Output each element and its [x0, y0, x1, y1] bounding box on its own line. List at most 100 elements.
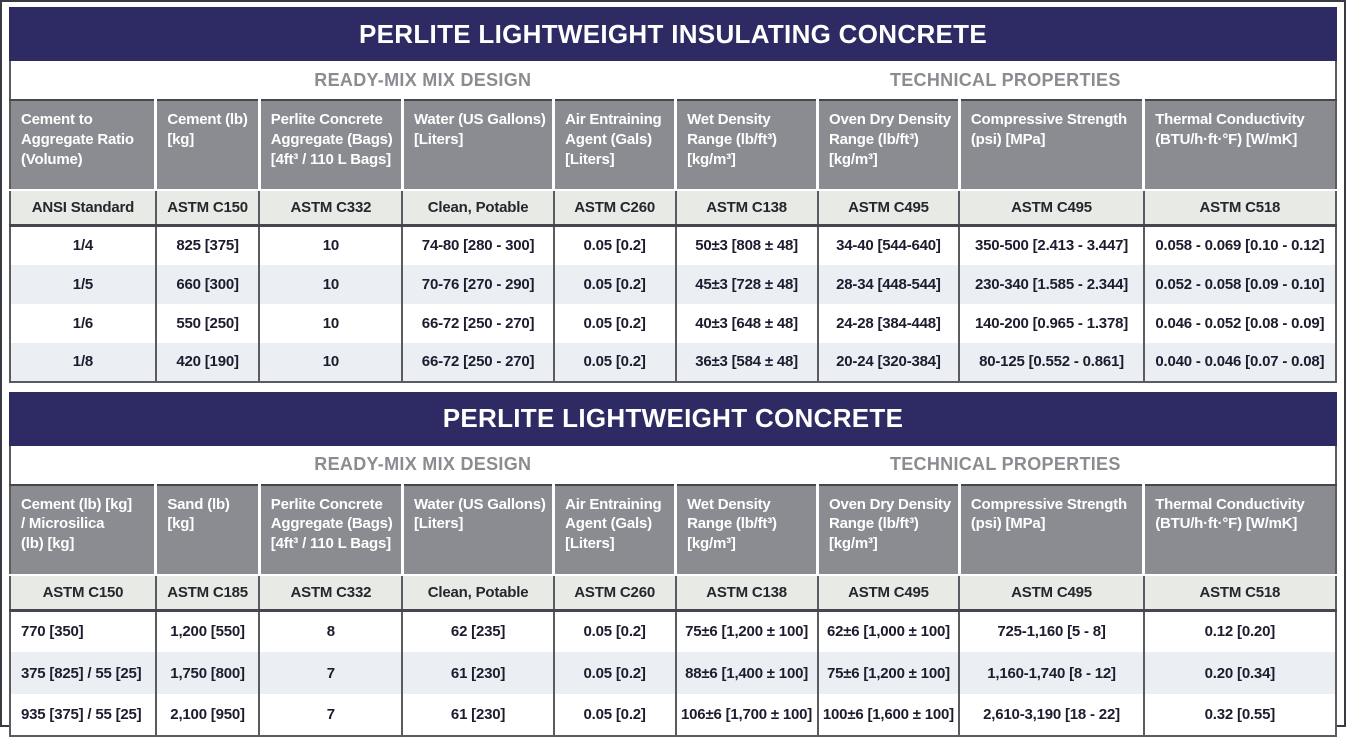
- column-header-air-entraining-agent: Air Entraining Agent (Gals) [Liters]: [554, 100, 676, 190]
- standard-cell: ASTM C495: [959, 575, 1143, 611]
- data-cell: 0.040 - 0.046 [0.07 - 0.08]: [1144, 343, 1336, 382]
- data-cell: 100±6 [1,600 ± 100]: [818, 694, 960, 736]
- data-cell: 0.05 [0.2]: [554, 652, 676, 694]
- page-title-2: PERLITE LIGHTWEIGHT CONCRETE: [443, 403, 904, 434]
- data-cell: 80-125 [0.552 - 0.861]: [959, 343, 1143, 382]
- data-cell: 28-34 [448-544]: [818, 265, 960, 304]
- data-cell: 1/4: [10, 226, 156, 265]
- column-header-cement-aggregate-ratio: Cement to Aggregate Ratio (Volume): [10, 100, 156, 190]
- data-cell: 1/8: [10, 343, 156, 382]
- data-cell: 8: [259, 610, 402, 652]
- data-cell: 2,610-3,190 [18 - 22]: [959, 694, 1143, 736]
- data-cell: 1,750 [800]: [156, 652, 259, 694]
- column-header-water: Water (US Gallons) [Liters]: [402, 485, 553, 575]
- data-cell: 34-40 [544-640]: [818, 226, 960, 265]
- column-header-cement: Cement (lb) [kg]: [156, 100, 259, 190]
- column-header-air-entraining-agent: Air Entraining Agent (Gals) [Liters]: [554, 485, 676, 575]
- data-cell: 825 [375]: [156, 226, 259, 265]
- standard-cell: ASTM C150: [10, 575, 156, 611]
- data-cell: 0.05 [0.2]: [554, 343, 676, 382]
- standard-cell: ASTM C495: [818, 190, 960, 226]
- standard-cell: ASTM C495: [818, 575, 960, 611]
- column-header-perlite-aggregate: Perlite Concrete Aggregate (Bags) [4ft³ …: [259, 485, 402, 575]
- column-header-sand: Sand (lb) [kg]: [156, 485, 259, 575]
- data-cell: 24-28 [384-448]: [818, 304, 960, 343]
- column-header-perlite-aggregate: Perlite Concrete Aggregate (Bags) [4ft³ …: [259, 100, 402, 190]
- data-cell: 0.05 [0.2]: [554, 694, 676, 736]
- section-label-technical-properties: TECHNICAL PROPERTIES: [676, 446, 1336, 485]
- data-cell: 7: [259, 694, 402, 736]
- data-cell: 50±3 [808 ± 48]: [676, 226, 818, 265]
- data-cell: 66-72 [250 - 270]: [402, 304, 553, 343]
- data-cell: 0.046 - 0.052 [0.08 - 0.09]: [1144, 304, 1336, 343]
- column-header-wet-density: Wet Density Range (lb/ft³) [kg/m³]: [676, 100, 818, 190]
- standard-cell: ASTM C332: [259, 190, 402, 226]
- data-cell: 0.05 [0.2]: [554, 304, 676, 343]
- data-cell: 660 [300]: [156, 265, 259, 304]
- data-cell: 62±6 [1,000 ± 100]: [818, 610, 960, 652]
- data-cell: 1/5: [10, 265, 156, 304]
- standards-row: ANSI Standard ASTM C150 ASTM C332 Clean,…: [10, 190, 1336, 226]
- standard-cell: ASTM C138: [676, 575, 818, 611]
- column-header-thermal-conductivity: Thermal Conductivity (BTU/h·ft·°F) [W/mK…: [1144, 485, 1336, 575]
- column-header-oven-dry-density: Oven Dry Density Range (lb/ft³) [kg/m³]: [818, 485, 960, 575]
- data-cell: 420 [190]: [156, 343, 259, 382]
- data-cell: 350-500 [2.413 - 3.447]: [959, 226, 1143, 265]
- column-header-compressive-strength: Compressive Strength (psi) [MPa]: [959, 100, 1143, 190]
- data-cell: 36±3 [584 ± 48]: [676, 343, 818, 382]
- column-header-water: Water (US Gallons) [Liters]: [402, 100, 553, 190]
- data-cell: 935 [375] / 55 [25]: [10, 694, 156, 736]
- data-cell: 1/6: [10, 304, 156, 343]
- data-cell: 770 [350]: [10, 610, 156, 652]
- insulating-concrete-block: PERLITE LIGHTWEIGHT INSULATING CONCRETE …: [9, 7, 1337, 383]
- data-cell: 10: [259, 226, 402, 265]
- standard-cell: ASTM C518: [1144, 575, 1336, 611]
- data-cell: 62 [235]: [402, 610, 553, 652]
- data-cell: 20-24 [320-384]: [818, 343, 960, 382]
- data-cell: 40±3 [648 ± 48]: [676, 304, 818, 343]
- data-cell: 1,200 [550]: [156, 610, 259, 652]
- data-cell: 0.32 [0.55]: [1144, 694, 1336, 736]
- data-cell: 7: [259, 652, 402, 694]
- section-header-row: READY-MIX MIX DESIGN TECHNICAL PROPERTIE…: [10, 446, 1336, 485]
- standard-cell: ASTM C260: [554, 575, 676, 611]
- data-cell: 0.12 [0.20]: [1144, 610, 1336, 652]
- data-cell: 140-200 [0.965 - 1.378]: [959, 304, 1143, 343]
- data-cell: 45±3 [728 ± 48]: [676, 265, 818, 304]
- data-cell: 0.058 - 0.069 [0.10 - 0.12]: [1144, 226, 1336, 265]
- data-cell: 106±6 [1,700 ± 100]: [676, 694, 818, 736]
- standard-cell: Clean, Potable: [402, 190, 553, 226]
- data-cell: 0.05 [0.2]: [554, 265, 676, 304]
- lightweight-concrete-title-bar: PERLITE LIGHTWEIGHT CONCRETE: [9, 392, 1337, 446]
- standards-row: ASTM C150 ASTM C185 ASTM C332 Clean, Pot…: [10, 575, 1336, 611]
- insulating-concrete-table-head: READY-MIX MIX DESIGN TECHNICAL PROPERTIE…: [10, 61, 1336, 226]
- standard-cell: ASTM C518: [1144, 190, 1336, 226]
- data-cell: 0.052 - 0.058 [0.09 - 0.10]: [1144, 265, 1336, 304]
- lightweight-concrete-table-head: READY-MIX MIX DESIGN TECHNICAL PROPERTIE…: [10, 446, 1336, 611]
- data-cell: 2,100 [950]: [156, 694, 259, 736]
- column-header-row: Cement (lb) [kg] / Microsilica (lb) [kg]…: [10, 485, 1336, 575]
- lightweight-concrete-table: READY-MIX MIX DESIGN TECHNICAL PROPERTIE…: [9, 446, 1337, 737]
- data-cell: 88±6 [1,400 ± 100]: [676, 652, 818, 694]
- data-cell: 61 [230]: [402, 652, 553, 694]
- section-label-technical-properties: TECHNICAL PROPERTIES: [676, 61, 1336, 100]
- column-header-compressive-strength: Compressive Strength (psi) [MPa]: [959, 485, 1143, 575]
- data-cell: 0.05 [0.2]: [554, 226, 676, 265]
- insulating-concrete-title-bar: PERLITE LIGHTWEIGHT INSULATING CONCRETE: [9, 7, 1337, 61]
- section-label-ready-mix: READY-MIX MIX DESIGN: [10, 61, 676, 100]
- data-cell: 0.20 [0.34]: [1144, 652, 1336, 694]
- data-cell: 0.05 [0.2]: [554, 610, 676, 652]
- standard-cell: ANSI Standard: [10, 190, 156, 226]
- data-cell: 1,160-1,740 [8 - 12]: [959, 652, 1143, 694]
- data-cell: 10: [259, 304, 402, 343]
- standard-cell: Clean, Potable: [402, 575, 553, 611]
- standard-cell: ASTM C332: [259, 575, 402, 611]
- standard-cell: ASTM C185: [156, 575, 259, 611]
- data-cell: 75±6 [1,200 ± 100]: [818, 652, 960, 694]
